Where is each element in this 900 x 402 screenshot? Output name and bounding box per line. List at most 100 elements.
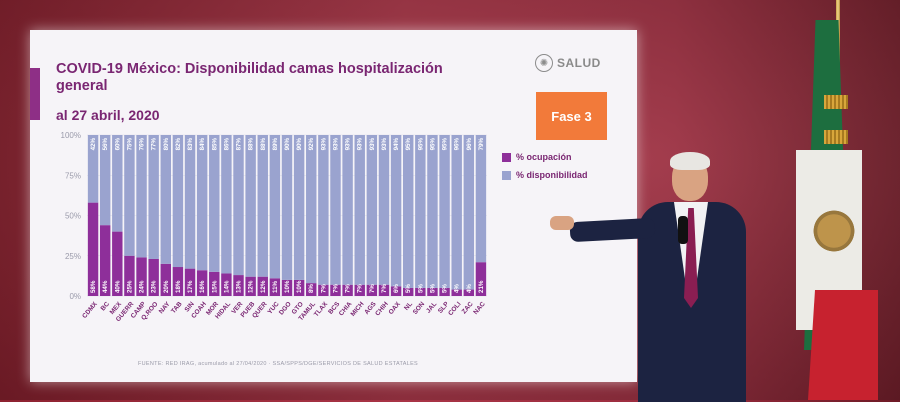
x-tick-label: CHIH bbox=[374, 300, 390, 317]
bar-disponibilidad bbox=[172, 135, 184, 268]
bar-disponibilidad bbox=[475, 135, 487, 263]
data-label-ocupacion: 5% bbox=[442, 284, 449, 293]
bar-ocupacion bbox=[475, 262, 487, 296]
bar-disponibilidad bbox=[269, 135, 281, 279]
data-label-ocupacion: 11% bbox=[272, 280, 279, 293]
bar-ocupacion bbox=[306, 283, 317, 296]
title-accent-bar bbox=[30, 68, 40, 120]
data-label-ocupacion: 16% bbox=[199, 280, 206, 293]
data-label-disponibilidad: 79% bbox=[478, 138, 485, 151]
bar-disponibilidad bbox=[330, 135, 341, 285]
bar-disponibilidad bbox=[306, 135, 317, 284]
data-label-ocupacion: 5% bbox=[405, 284, 412, 293]
data-label-disponibilidad: 42% bbox=[90, 138, 97, 151]
bar-ocupacion bbox=[124, 255, 135, 296]
x-tick-label: CDMX bbox=[81, 300, 99, 320]
data-label-ocupacion: 7% bbox=[332, 284, 339, 293]
data-label-ocupacion: 7% bbox=[381, 284, 388, 293]
chart-legend: % ocupación % disponibilidad bbox=[502, 152, 588, 188]
bar-ocupacion bbox=[390, 286, 402, 296]
data-label-disponibilidad: 93% bbox=[332, 138, 339, 151]
bar-ocupacion bbox=[318, 284, 329, 296]
data-label-ocupacion: 4% bbox=[466, 284, 473, 293]
data-label-ocupacion: 12% bbox=[248, 280, 255, 293]
x-tick-label: MICH bbox=[350, 300, 366, 317]
bar-ocupacion bbox=[415, 287, 426, 296]
bar-disponibilidad bbox=[124, 135, 135, 256]
bar-ocupacion bbox=[196, 270, 208, 296]
legend-item-disponibilidad: % disponibilidad bbox=[502, 170, 588, 180]
data-label-disponibilidad: 95% bbox=[417, 138, 424, 151]
data-label-ocupacion: 44% bbox=[102, 280, 109, 293]
data-label-ocupacion: 40% bbox=[114, 280, 121, 293]
data-label-disponibilidad: 87% bbox=[236, 138, 243, 151]
bar-ocupacion bbox=[293, 279, 305, 296]
data-label-ocupacion: 23% bbox=[151, 280, 158, 293]
bar-disponibilidad bbox=[245, 135, 256, 277]
bar-ocupacion bbox=[245, 276, 256, 296]
flag-fringe bbox=[824, 130, 848, 144]
bar-ocupacion bbox=[160, 263, 171, 296]
data-label-disponibilidad: 93% bbox=[357, 138, 364, 151]
bar-disponibilidad bbox=[366, 135, 378, 285]
data-label-disponibilidad: 90% bbox=[296, 138, 303, 151]
bar-disponibilidad bbox=[99, 135, 111, 226]
legend-item-ocupacion: % ocupación bbox=[502, 152, 588, 162]
data-label-disponibilidad: 76% bbox=[139, 138, 146, 151]
presentation-screen: COVID-19 México: Disponibilidad camas ho… bbox=[30, 30, 637, 382]
bar-ocupacion bbox=[233, 275, 244, 296]
flag-coat-of-arms bbox=[808, 205, 860, 257]
data-label-disponibilidad: 75% bbox=[126, 138, 133, 151]
bar-disponibilidad bbox=[354, 135, 365, 285]
data-label-ocupacion: 18% bbox=[175, 280, 182, 293]
speaker-hair bbox=[670, 152, 710, 170]
bar-disponibilidad bbox=[112, 135, 123, 232]
x-tick-label: TAB bbox=[170, 300, 184, 315]
data-label-disponibilidad: 84% bbox=[199, 138, 206, 151]
bar-disponibilidad bbox=[233, 135, 244, 276]
data-label-disponibilidad: 96% bbox=[454, 138, 461, 151]
data-label-disponibilidad: 89% bbox=[272, 138, 279, 151]
bar-disponibilidad bbox=[221, 135, 232, 274]
data-label-ocupacion: 7% bbox=[369, 284, 376, 293]
data-label-disponibilidad: 60% bbox=[114, 138, 121, 151]
bar-ocupacion bbox=[136, 257, 147, 296]
phase-badge: Fase 3 bbox=[536, 92, 607, 140]
legend-swatch-disponibilidad bbox=[502, 170, 511, 180]
data-label-ocupacion: 7% bbox=[320, 284, 327, 293]
data-label-disponibilidad: 92% bbox=[308, 138, 315, 151]
data-label-disponibilidad: 80% bbox=[163, 138, 170, 151]
slide-subtitle: al 27 abril, 2020 bbox=[56, 107, 160, 123]
y-tick-label: 50% bbox=[65, 212, 81, 221]
bar-ocupacion bbox=[148, 258, 159, 296]
legend-label-disponibilidad: % disponibilidad bbox=[516, 170, 588, 180]
bar-disponibilidad bbox=[281, 135, 293, 280]
data-label-disponibilidad: 85% bbox=[211, 138, 218, 151]
bar-ocupacion bbox=[366, 284, 378, 296]
bar-ocupacion bbox=[184, 268, 196, 296]
bar-disponibilidad bbox=[318, 135, 329, 285]
data-label-ocupacion: 58% bbox=[90, 280, 97, 293]
bar-disponibilidad bbox=[439, 135, 450, 288]
bar-ocupacion bbox=[209, 271, 220, 296]
data-label-disponibilidad: 82% bbox=[175, 138, 182, 151]
bar-ocupacion bbox=[439, 287, 450, 296]
data-label-ocupacion: 21% bbox=[478, 280, 485, 293]
bar-disponibilidad bbox=[136, 135, 147, 258]
x-tick-label: SON bbox=[412, 300, 427, 316]
bar-disponibilidad bbox=[390, 135, 402, 287]
legend-label-ocupacion: % ocupación bbox=[516, 152, 572, 162]
bar-ocupacion bbox=[342, 284, 353, 296]
bar-ocupacion bbox=[99, 225, 111, 296]
x-tick-label: DGO bbox=[278, 301, 293, 317]
x-tick-label: NAC bbox=[472, 300, 487, 316]
speaker-figure bbox=[550, 150, 750, 402]
data-label-disponibilidad: 93% bbox=[369, 138, 376, 151]
bar-disponibilidad bbox=[415, 135, 426, 288]
data-label-disponibilidad: 90% bbox=[284, 138, 291, 151]
slide-title: COVID-19 México: Disponibilidad camas ho… bbox=[56, 61, 443, 94]
data-label-disponibilidad: 88% bbox=[248, 138, 255, 151]
x-tick-label: ZAC bbox=[461, 300, 475, 315]
data-label-ocupacion: 15% bbox=[211, 280, 218, 293]
bar-disponibilidad bbox=[463, 135, 475, 290]
